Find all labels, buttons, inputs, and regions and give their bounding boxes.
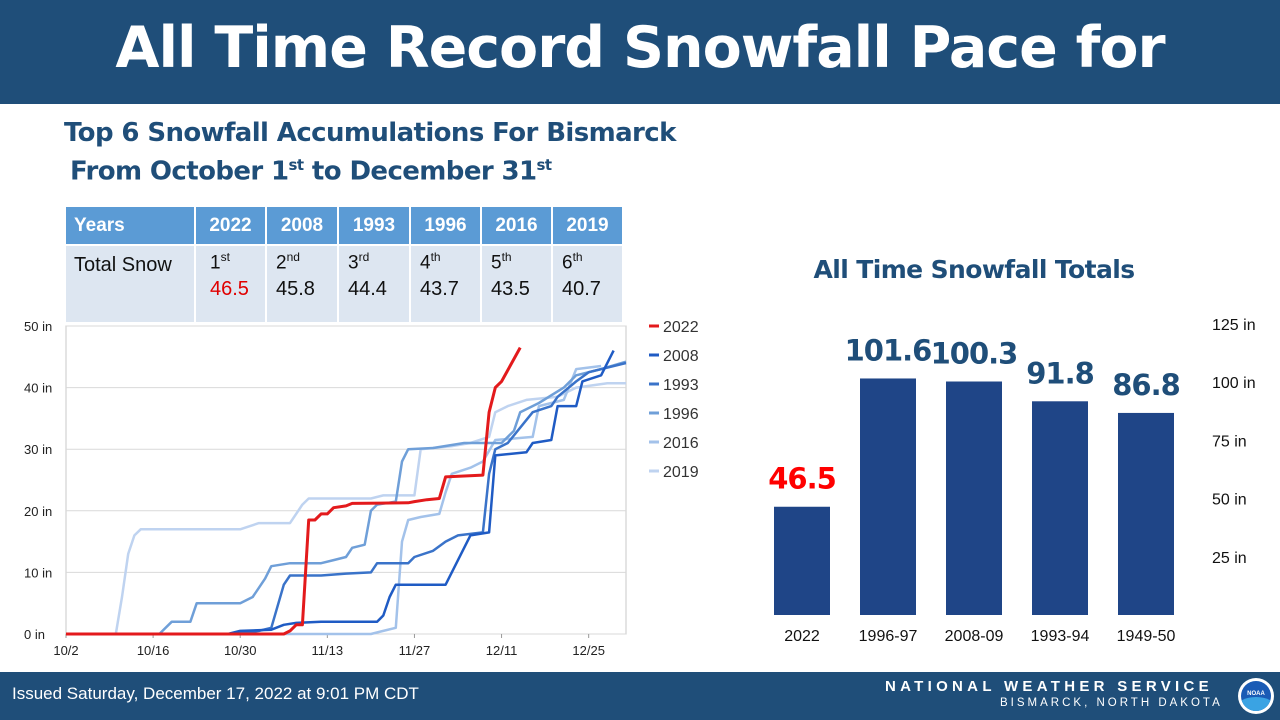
y-tick-label: 25 in xyxy=(1212,550,1247,567)
x-tick-label: 12/11 xyxy=(486,643,518,658)
x-tick-label: 11/27 xyxy=(399,643,431,658)
rank-ordinal: 5th xyxy=(491,250,512,274)
y-tick-label: 50 in xyxy=(24,319,52,334)
noaa-logo-text: NOAA xyxy=(1247,691,1265,697)
rank-ordinal: 6th xyxy=(562,250,583,274)
rank-ordinal: 2nd xyxy=(276,250,300,274)
year-header: 1996 xyxy=(411,207,482,244)
bar-value-label: 46.5 xyxy=(768,462,836,496)
bar-1993-94 xyxy=(1032,401,1088,615)
rank-cell: 4th 43.7 xyxy=(411,244,482,322)
y-tick-label: 20 in xyxy=(24,504,52,519)
ranking-table: Years 2022 2008 1993 1996 2016 2019 Tota… xyxy=(66,207,622,322)
legend-label: 2016 xyxy=(663,435,699,452)
category-label: 2008-09 xyxy=(945,628,1004,645)
legend-label: 1993 xyxy=(663,377,699,394)
rank-total: 40.7 xyxy=(562,278,601,301)
legend-label: 1996 xyxy=(663,406,699,423)
title-banner: All Time Record Snowfall Pace for Bismar… xyxy=(0,0,1280,169)
bar-2008-09 xyxy=(946,381,1002,615)
year-header: 2016 xyxy=(482,207,553,244)
rank-total: 43.5 xyxy=(491,278,530,301)
bar-value-label: 86.8 xyxy=(1112,368,1180,402)
y-tick-label: 30 in xyxy=(24,442,52,457)
accumulation-line-chart: 0 in 10 in 20 in 30 in 40 in 50 in 10/2 10/16 10… xyxy=(24,319,699,658)
bar-value-label: 100.3 xyxy=(931,337,1018,371)
series-line-2016 xyxy=(66,364,602,636)
x-tick-label: 11/13 xyxy=(312,643,344,658)
footer-bar xyxy=(0,672,1280,720)
legend-label: 2008 xyxy=(663,348,699,365)
rank-total: 45.8 xyxy=(276,278,315,301)
legend-label: 2019 xyxy=(663,464,699,481)
rank-ordinal: 3rd xyxy=(348,250,370,274)
nws-org-name: NATIONAL WEATHER SERVICE xyxy=(885,678,1213,695)
series-line-2008 xyxy=(66,350,615,636)
y-tick-label: 40 in xyxy=(24,381,52,396)
ranking-header-row: Years 2022 2008 1993 1996 2016 2019 xyxy=(66,207,622,244)
line-plot-area xyxy=(65,325,627,635)
series-line-1996 xyxy=(66,360,627,636)
year-header: 2022 xyxy=(196,207,267,244)
nws-office-name: BISMARCK, NORTH DAKOTA xyxy=(1000,697,1223,709)
bar-1996-97 xyxy=(860,378,916,615)
series-line-2022 xyxy=(66,346,522,636)
category-label: 1993-94 xyxy=(1031,628,1090,645)
table-date-range: From October 1st to December 31st xyxy=(70,156,552,187)
bar-value-label: 101.6 xyxy=(845,333,932,367)
bar-2022 xyxy=(774,506,830,615)
y-tick-label: 10 in xyxy=(24,565,52,580)
rank-cell: 2nd 45.8 xyxy=(267,244,339,322)
x-tick-label: 10/16 xyxy=(137,643,170,658)
noaa-logo-wave xyxy=(1241,697,1271,711)
rank-total: 43.7 xyxy=(420,278,459,301)
category-label: 1996-97 xyxy=(859,628,918,645)
page-title: All Time Record Snowfall Pace for Bismar… xyxy=(115,15,1165,169)
issued-timestamp: Issued Saturday, December 17, 2022 at 9:… xyxy=(12,684,419,703)
all-time-bar-chart: All Time Snowfall Totals 25 in 50 in 75 in 1… xyxy=(768,255,1256,645)
y-tick-label: 50 in xyxy=(1212,492,1247,509)
rank-total: 46.5 xyxy=(210,278,249,301)
total-snow-label: Total Snow xyxy=(66,244,196,322)
y-tick-label: 0 in xyxy=(24,627,45,642)
rank-total: 44.4 xyxy=(348,278,387,301)
y-tick-label: 100 in xyxy=(1212,375,1256,392)
year-header: 2008 xyxy=(267,207,339,244)
noaa-logo: NOAA xyxy=(1238,678,1274,714)
rank-ordinal: 4th xyxy=(420,250,441,274)
x-tick-label: 10/2 xyxy=(53,643,78,658)
years-header: Years xyxy=(66,207,196,244)
x-tick-label: 10/30 xyxy=(224,643,257,658)
year-header: 1993 xyxy=(339,207,411,244)
bar-value-label: 91.8 xyxy=(1026,356,1094,390)
ranking-value-row: Total Snow 1st 46.5 2nd 45.8 3rd 44.4 4th 43… xyxy=(66,244,622,322)
rank-cell: 3rd 44.4 xyxy=(339,244,411,322)
category-label: 2022 xyxy=(784,628,820,645)
y-tick-label: 75 in xyxy=(1212,433,1247,450)
legend-label: 2022 xyxy=(663,319,699,336)
rank-ordinal: 1st xyxy=(210,250,230,274)
noaa-logo-inner: NOAA xyxy=(1241,681,1271,711)
bar-chart-title: All Time Snowfall Totals xyxy=(814,255,1135,284)
year-header: 2019 xyxy=(553,207,622,244)
rank-cell: 5th 43.5 xyxy=(482,244,553,322)
x-tick-label: 12/25 xyxy=(572,643,605,658)
series-line-2019 xyxy=(66,382,626,636)
series-line-1993 xyxy=(66,361,627,636)
y-tick-label: 125 in xyxy=(1212,317,1256,334)
rank-cell: 6th 40.7 xyxy=(553,244,622,322)
table-title: Top 6 Snowfall Accumulations For Bismarc… xyxy=(64,118,676,148)
rank-cell: 1st 46.5 xyxy=(196,244,267,322)
category-label: 1949-50 xyxy=(1117,628,1176,645)
bar-1949-50 xyxy=(1118,412,1174,615)
